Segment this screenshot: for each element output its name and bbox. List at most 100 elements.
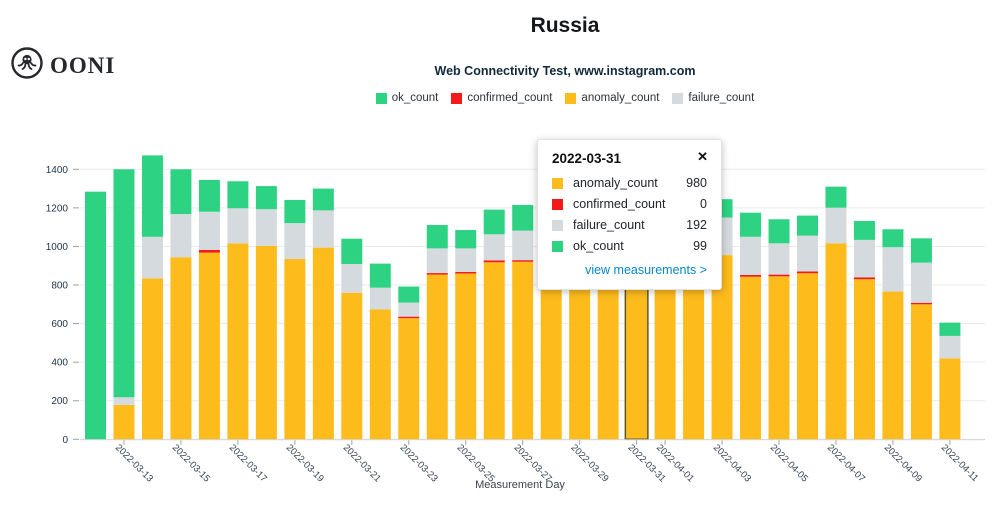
bar-segment-failure_count[interactable] xyxy=(939,335,961,359)
bar-segment-anomaly_count[interactable] xyxy=(398,318,420,440)
bar-segment-anomaly_count[interactable] xyxy=(227,243,249,440)
bar-segment-ok_count[interactable] xyxy=(853,220,875,240)
bar-segment-ok_count[interactable] xyxy=(797,215,818,236)
ooni-octopus-icon xyxy=(10,46,44,85)
bar-segment-anomaly_count[interactable] xyxy=(740,276,762,440)
bar-segment-ok_count[interactable] xyxy=(882,229,904,248)
bar-segment-ok_count[interactable] xyxy=(141,155,163,237)
bar-segment-ok_count[interactable] xyxy=(369,263,391,288)
bar-segment-ok_count[interactable] xyxy=(910,238,932,263)
bar-segment-ok_count[interactable] xyxy=(768,219,790,244)
bar-segment-ok_count[interactable] xyxy=(483,209,505,235)
bar-segment-failure_count[interactable] xyxy=(369,287,391,310)
bar-segment-anomaly_count[interactable] xyxy=(882,291,904,440)
ok-count-swatch-icon xyxy=(552,240,563,252)
bar-segment-failure_count[interactable] xyxy=(284,223,306,259)
bar-segment-anomaly_count[interactable] xyxy=(768,276,790,440)
bar-segment-failure_count[interactable] xyxy=(398,302,420,317)
bar-segment-failure_count[interactable] xyxy=(740,236,762,275)
bar-segment-anomaly_count[interactable] xyxy=(483,262,505,440)
bar-segment-ok_count[interactable] xyxy=(825,186,847,208)
bar-segment-anomaly_count[interactable] xyxy=(455,273,477,440)
bar-segment-anomaly_count[interactable] xyxy=(512,261,534,440)
bar-segment-anomaly_count[interactable] xyxy=(910,304,932,440)
bar-segment-anomaly_count[interactable] xyxy=(540,258,562,440)
bar-segment-confirmed_count[interactable] xyxy=(455,271,477,274)
legend-item-confirmed: confirmed_count xyxy=(451,92,552,104)
bar-segment-confirmed_count[interactable] xyxy=(768,274,790,277)
bar-segment-confirmed_count[interactable] xyxy=(398,316,420,319)
bar-segment-anomaly_count[interactable] xyxy=(369,309,391,440)
bar-segment-anomaly_count[interactable] xyxy=(654,252,676,440)
bar-segment-failure_count[interactable] xyxy=(483,234,505,261)
bar-segment-failure_count[interactable] xyxy=(426,248,448,274)
bar-segment-anomaly_count[interactable] xyxy=(170,257,192,440)
bar-segment-anomaly_count[interactable] xyxy=(426,274,448,440)
bar-segment-anomaly_count[interactable] xyxy=(797,273,818,440)
bar-segment-anomaly_count[interactable] xyxy=(284,258,306,440)
bar-segment-ok_count[interactable] xyxy=(341,238,363,264)
bar-segment-anomaly_count[interactable] xyxy=(255,245,277,440)
bar-segment-ok_count[interactable] xyxy=(255,186,277,210)
bar-segment-ok_count[interactable] xyxy=(312,188,334,211)
bar-segment-confirmed_count[interactable] xyxy=(483,260,505,263)
bar-segment-anomaly_count[interactable] xyxy=(597,253,619,440)
bar-segment-failure_count[interactable] xyxy=(882,247,904,292)
x-axis-label: 2022-03-15 xyxy=(170,442,212,484)
bar-segment-confirmed_count[interactable] xyxy=(426,273,448,275)
bar-segment-ok_count[interactable] xyxy=(740,212,762,237)
bar-segment-anomaly_count[interactable] xyxy=(341,292,363,440)
bar-segment-ok_count[interactable] xyxy=(113,169,135,398)
bar-segment-confirmed_count[interactable] xyxy=(797,271,818,274)
bar-segment-confirmed_count[interactable] xyxy=(853,277,875,280)
bar-segment-anomaly_count[interactable] xyxy=(825,243,847,440)
bar-segment-failure_count[interactable] xyxy=(910,262,932,303)
bar-segment-anomaly_count[interactable] xyxy=(141,278,163,440)
bar-segment-failure_count[interactable] xyxy=(312,210,334,248)
bar-segment-anomaly_count[interactable] xyxy=(626,250,648,440)
bar-segment-ok_count[interactable] xyxy=(198,179,220,212)
bar-segment-ok_count[interactable] xyxy=(426,225,448,249)
bar-segment-failure_count[interactable] xyxy=(141,236,163,279)
bar-segment-failure_count[interactable] xyxy=(768,243,790,275)
bar-segment-failure_count[interactable] xyxy=(255,209,277,246)
bar-segment-ok_count[interactable] xyxy=(398,286,420,303)
bar-segment-failure_count[interactable] xyxy=(113,397,135,405)
bar-segment-anomaly_count[interactable] xyxy=(312,247,334,440)
bar-segment-failure_count[interactable] xyxy=(853,239,875,278)
view-measurements-link[interactable]: view measurements > xyxy=(585,263,707,277)
x-axis-label: 2022-03-17 xyxy=(227,442,269,484)
bar-segment-anomaly_count[interactable] xyxy=(569,256,591,440)
bar-segment-anomaly_count[interactable] xyxy=(939,358,961,440)
bar-segment-failure_count[interactable] xyxy=(198,211,220,250)
bar-segment-anomaly_count[interactable] xyxy=(711,255,733,440)
bar-segment-ok_count[interactable] xyxy=(284,199,306,224)
bar-segment-ok_count[interactable] xyxy=(455,230,477,249)
bar-segment-anomaly_count[interactable] xyxy=(853,279,875,440)
bar-segment-failure_count[interactable] xyxy=(341,263,363,293)
bar-segment-confirmed_count[interactable] xyxy=(910,302,932,305)
bar-segment-confirmed_count[interactable] xyxy=(198,249,220,253)
bar-segment-confirmed_count[interactable] xyxy=(512,260,534,262)
x-axis-title: Measurement Day xyxy=(475,479,565,491)
bar-segment-failure_count[interactable] xyxy=(227,208,249,244)
bar-segment-ok_count[interactable] xyxy=(170,169,192,215)
bar-segment-ok_count[interactable] xyxy=(512,204,534,231)
bar-segment-failure_count[interactable] xyxy=(455,248,477,272)
tooltip-row-ok: ok_count 99 xyxy=(552,239,707,253)
bar-segment-ok_count[interactable] xyxy=(939,322,961,336)
y-axis-label: 1400 xyxy=(46,165,69,176)
ooni-logo[interactable]: OONI xyxy=(10,46,115,85)
bar-segment-anomaly_count[interactable] xyxy=(683,254,705,440)
close-icon[interactable]: ✕ xyxy=(697,149,708,164)
bar-segment-failure_count[interactable] xyxy=(512,230,534,261)
bar-segment-confirmed_count[interactable] xyxy=(740,274,762,277)
bar-segment-anomaly_count[interactable] xyxy=(198,252,220,440)
bar-segment-failure_count[interactable] xyxy=(170,214,192,258)
bar-segment-failure_count[interactable] xyxy=(797,235,818,272)
bar-segment-ok_count[interactable] xyxy=(227,181,249,209)
bar-segment-anomaly_count[interactable] xyxy=(113,404,135,440)
bar-segment-failure_count[interactable] xyxy=(825,207,847,244)
bar-segment-ok_count[interactable] xyxy=(85,191,106,440)
